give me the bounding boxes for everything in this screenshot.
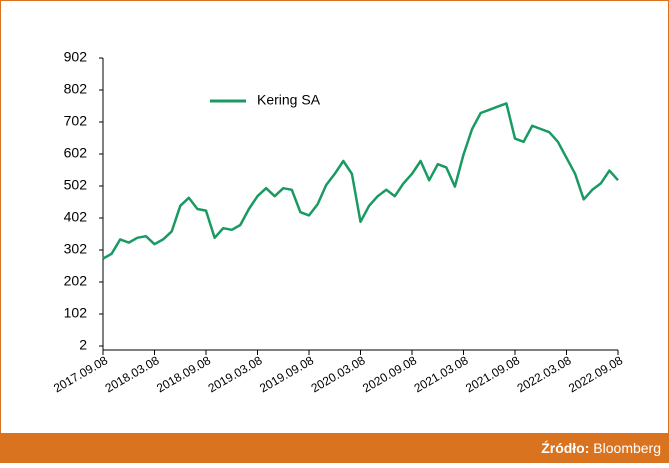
legend-label: Kering SA	[257, 92, 321, 108]
frame	[0, 0, 669, 434]
y-tick-label: 602	[64, 145, 88, 161]
y-tick-label: 2	[79, 337, 87, 353]
source-label: Źródło:	[541, 440, 589, 456]
y-tick-label: 302	[64, 241, 88, 257]
y-tick-label: 502	[64, 177, 88, 193]
y-tick-label: 702	[64, 113, 88, 129]
line	[102, 102, 619, 260]
footer-bar	[0, 433, 669, 463]
y-tick-label: 802	[64, 81, 88, 97]
y-tick-label: 902	[64, 49, 88, 65]
source: Bloomberg	[593, 440, 661, 456]
y-tick-label: 102	[64, 305, 88, 321]
footer-text: Źródło: Bloomberg	[541, 440, 661, 456]
y-tick-label: 202	[64, 273, 88, 289]
y-tick-label: 402	[64, 209, 88, 225]
